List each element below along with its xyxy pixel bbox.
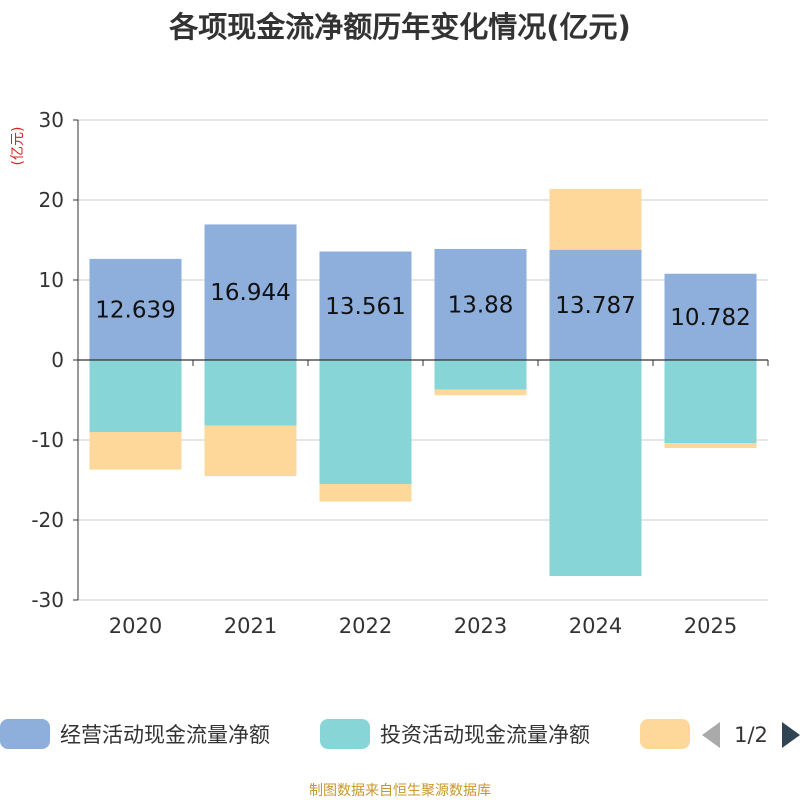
chart-title: 各项现金流净额历年变化情况(亿元): [168, 10, 631, 44]
bar-2-2020[interactable]: [89, 360, 182, 432]
y-tick-label: 20: [39, 188, 64, 212]
bar-3-2021[interactable]: [204, 425, 297, 476]
data-label: 10.782: [670, 305, 750, 331]
bar-2-2021[interactable]: [204, 360, 297, 426]
legend[interactable]: 经营活动现金流量净额 投资活动现金流量净额 1/2: [0, 719, 800, 749]
bar-1-2025[interactable]: [664, 273, 757, 360]
legend-swatch-3[interactable]: [640, 719, 690, 749]
bars: [89, 188, 757, 576]
data-label: 12.639: [95, 297, 175, 323]
source-note: 制图数据来自恒生聚源数据库: [309, 783, 491, 799]
bar-3-2024[interactable]: [549, 188, 642, 250]
data-label: 13.787: [555, 293, 635, 319]
y-tick-label: 30: [39, 108, 64, 132]
bar-2-2023[interactable]: [434, 360, 527, 390]
data-label: 13.88: [448, 292, 514, 318]
y-tick-label: 0: [51, 348, 64, 372]
axes: 30 20 10 0 -10 -20 -30 2020 2021 2022 2023 2024 2025: [31, 108, 769, 638]
bar-2-2024[interactable]: [549, 360, 642, 576]
x-tick-label: 2021: [224, 614, 277, 638]
x-tick-label: 2024: [569, 614, 622, 638]
x-tick-label: 2020: [109, 614, 162, 638]
legend-prev-page-icon[interactable]: [702, 722, 720, 748]
data-label: 16.944: [210, 280, 290, 306]
legend-swatch-1[interactable]: [0, 719, 50, 749]
bar-3-2022[interactable]: [319, 484, 412, 502]
bar-1-2024[interactable]: [549, 249, 642, 360]
y-axis-label: (亿元): [10, 127, 26, 166]
bar-3-2020[interactable]: [89, 432, 182, 470]
y-tick-label: -20: [31, 508, 64, 532]
y-tick-label: 10: [39, 268, 64, 292]
y-tick-label: -30: [31, 588, 64, 612]
data-label: 13.561: [325, 294, 405, 320]
legend-page-indicator: 1/2: [734, 723, 768, 747]
legend-label-1[interactable]: 经营活动现金流量净额: [60, 723, 270, 747]
bar-2-2025[interactable]: [664, 360, 757, 444]
x-tick-label: 2023: [454, 614, 507, 638]
bar-1-2022[interactable]: [319, 251, 412, 360]
bar-2-2022[interactable]: [319, 360, 412, 484]
bar-1-2020[interactable]: [89, 258, 182, 360]
legend-label-2[interactable]: 投资活动现金流量净额: [380, 723, 590, 747]
data-labels: 12.639 16.944 13.561 13.88 13.787 10.782: [95, 280, 750, 331]
y-tick-label: -10: [31, 428, 64, 452]
bar-3-2025[interactable]: [664, 443, 757, 448]
legend-next-page-icon[interactable]: [782, 722, 800, 748]
legend-swatch-2[interactable]: [320, 719, 370, 749]
bar-1-2021[interactable]: [204, 224, 297, 360]
bar-1-2023[interactable]: [434, 248, 527, 360]
bar-3-2023[interactable]: [434, 389, 527, 396]
x-tick-label: 2025: [684, 614, 737, 638]
x-tick-label: 2022: [339, 614, 392, 638]
